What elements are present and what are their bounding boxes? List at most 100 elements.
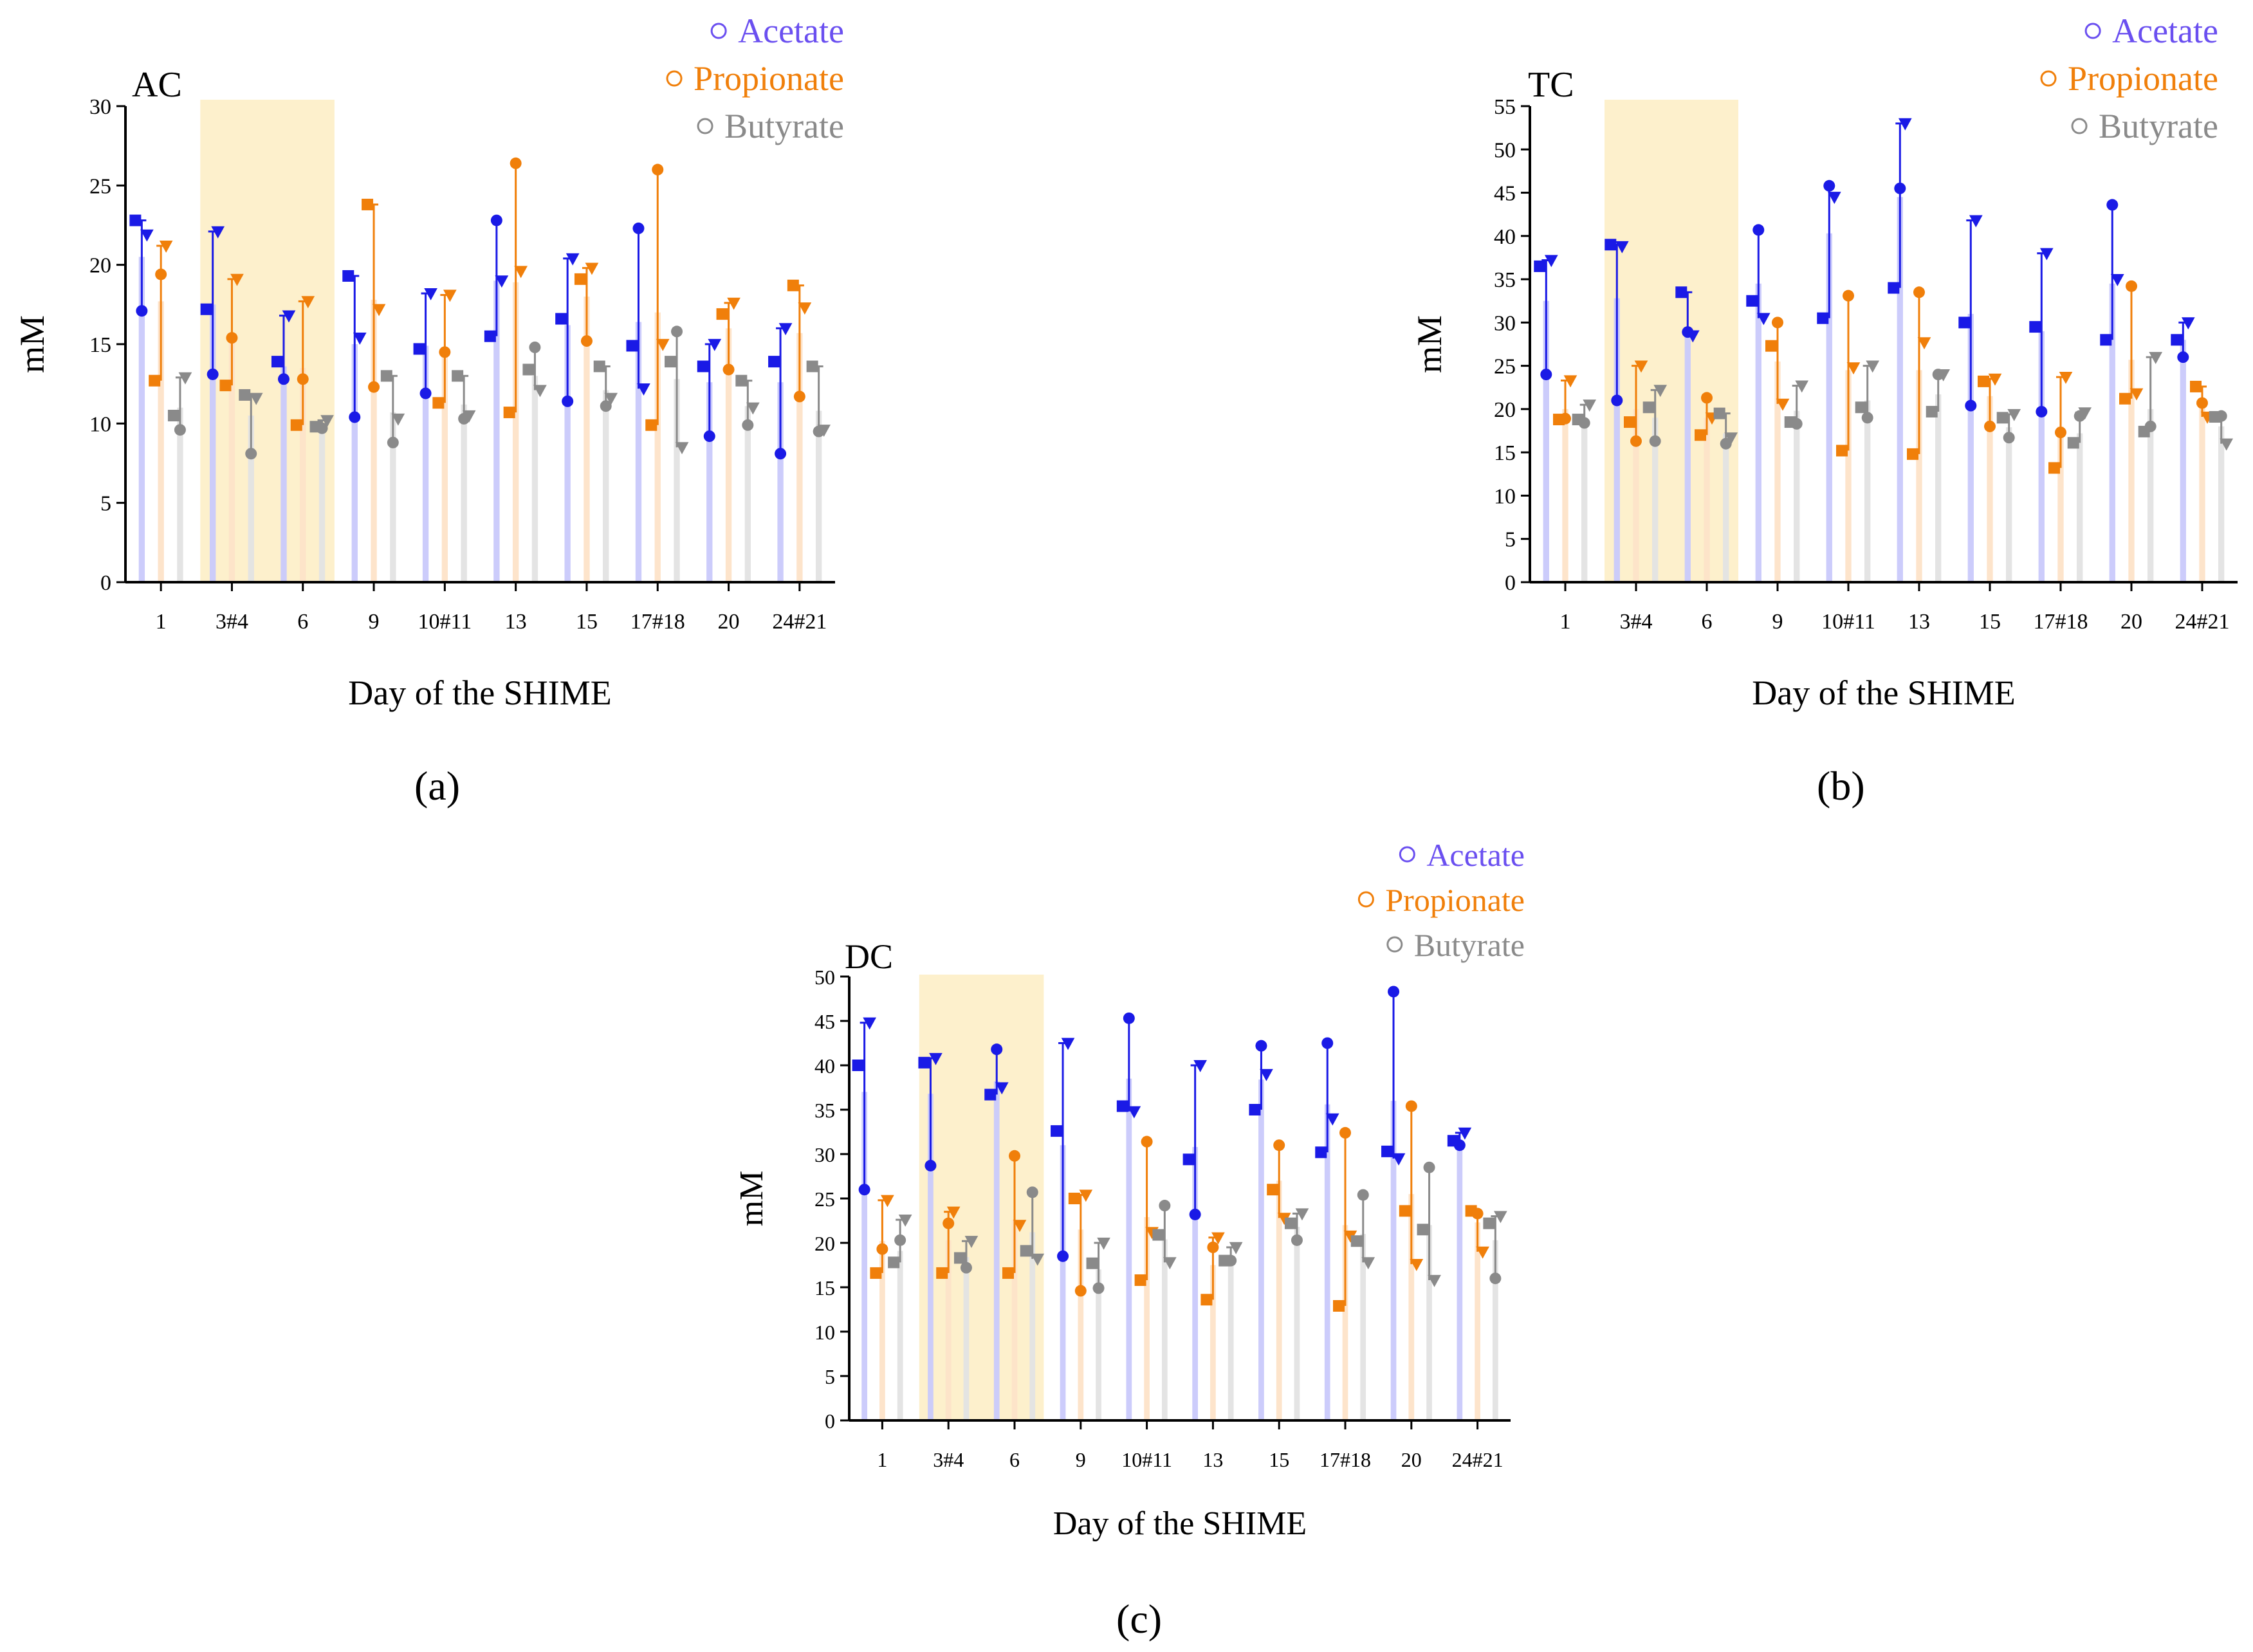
y-tick-label: 30 bbox=[89, 95, 111, 119]
point-propionate bbox=[1634, 360, 1648, 373]
point-butyrate bbox=[1932, 369, 1944, 381]
point-acetate bbox=[1827, 192, 1841, 205]
bar-propionate bbox=[584, 297, 590, 582]
y-tick-label: 40 bbox=[814, 1054, 835, 1078]
point-acetate bbox=[2181, 317, 2195, 330]
point-acetate bbox=[984, 1088, 997, 1101]
point-acetate bbox=[1325, 1113, 1339, 1126]
bar-propionate bbox=[371, 299, 377, 582]
point-propionate bbox=[230, 273, 244, 286]
point-propionate bbox=[301, 296, 315, 309]
point-acetate bbox=[1321, 1037, 1334, 1049]
point-acetate bbox=[1965, 399, 1977, 412]
point-propionate bbox=[1267, 1184, 1279, 1196]
point-propionate bbox=[514, 266, 528, 279]
bar-acetate bbox=[1684, 327, 1691, 582]
point-butyrate bbox=[2220, 438, 2234, 451]
point-propionate bbox=[1984, 420, 1996, 432]
point-butyrate bbox=[2149, 352, 2163, 364]
point-acetate bbox=[991, 1043, 1003, 1056]
point-propionate bbox=[1273, 1139, 1285, 1152]
point-acetate bbox=[852, 1060, 864, 1071]
point-butyrate bbox=[1284, 1217, 1296, 1229]
point-propionate bbox=[1079, 1189, 1093, 1202]
point-acetate bbox=[1061, 1038, 1075, 1051]
x-tick-label: 24#21 bbox=[772, 610, 827, 634]
bar-propionate bbox=[1987, 396, 1993, 582]
point-butyrate bbox=[1483, 1217, 1495, 1229]
bar-acetate bbox=[564, 325, 571, 582]
point-propionate bbox=[1141, 1135, 1153, 1148]
bar-butyrate bbox=[1864, 400, 1871, 582]
bar-butyrate bbox=[674, 379, 680, 582]
point-propionate bbox=[1846, 362, 1861, 375]
point-propionate bbox=[1695, 429, 1706, 441]
point-butyrate bbox=[1649, 435, 1661, 447]
point-acetate bbox=[1388, 986, 1400, 998]
x-tick-label: 3#4 bbox=[933, 1448, 964, 1471]
x-tick-label: 24#21 bbox=[2175, 610, 2230, 634]
x-tick-label: 3#4 bbox=[1620, 610, 1653, 634]
point-butyrate bbox=[174, 424, 186, 436]
point-propionate bbox=[1471, 1207, 1484, 1220]
point-butyrate bbox=[1163, 1257, 1177, 1270]
y-tick-label: 0 bbox=[100, 571, 111, 595]
point-acetate bbox=[2029, 321, 2041, 333]
panel-title: TC bbox=[1528, 65, 1574, 105]
point-propionate bbox=[155, 268, 167, 280]
chart-panel-dc: 0 5 10 15 20 25 30 35 40 45 50 1 3#4 6 9 10#11 13 15 17#18… bbox=[733, 837, 1525, 1542]
point-propionate bbox=[1399, 1205, 1411, 1217]
point-butyrate bbox=[1159, 1200, 1171, 1212]
point-butyrate bbox=[239, 389, 251, 401]
point-acetate bbox=[2100, 334, 2112, 346]
point-butyrate bbox=[1720, 437, 1732, 450]
panel-title: DC bbox=[845, 937, 893, 976]
highlight-band bbox=[200, 100, 335, 582]
y-tick-label: 0 bbox=[1505, 571, 1516, 595]
bar-butyrate bbox=[2077, 433, 2083, 582]
x-tick-label: 15 bbox=[1979, 610, 2001, 634]
point-propionate bbox=[1978, 375, 1989, 387]
point-propionate bbox=[503, 407, 515, 419]
chart-panel-ac: 0 5 10 15 20 25 30 1 3#4 6 9 10#11 13 15 17#18 20 24#21 A… bbox=[13, 12, 844, 712]
point-acetate bbox=[1898, 118, 1912, 131]
point-propionate bbox=[645, 419, 658, 431]
bar-acetate bbox=[1755, 283, 1761, 582]
x-axis-label: Day of the SHIME bbox=[348, 674, 611, 712]
y-tick-label: 45 bbox=[814, 1010, 835, 1033]
point-butyrate bbox=[458, 412, 470, 425]
x-tick-label: 17#18 bbox=[2034, 610, 2088, 634]
point-butyrate bbox=[813, 425, 825, 437]
point-butyrate bbox=[1291, 1234, 1303, 1246]
point-propionate bbox=[2126, 280, 2137, 292]
legend-marker-butyrate bbox=[2071, 118, 2088, 134]
bar-acetate bbox=[777, 382, 784, 582]
point-propionate bbox=[656, 338, 670, 351]
point-acetate bbox=[1534, 260, 1546, 272]
point-butyrate bbox=[1417, 1224, 1429, 1236]
bar-acetate bbox=[1258, 1079, 1264, 1420]
bar-propionate bbox=[1633, 408, 1639, 582]
chart-panel-tc: 0 5 10 15 20 25 30 35 40 45 50 55 1 3#4 6 9 10#11 13 15 17#… bbox=[1410, 12, 2238, 712]
bar-acetate bbox=[1126, 1078, 1132, 1420]
point-butyrate bbox=[1795, 380, 1809, 393]
point-acetate bbox=[271, 356, 283, 368]
x-axis-label: Day of the SHIME bbox=[1053, 1505, 1307, 1542]
point-propionate bbox=[1410, 1259, 1424, 1271]
point-butyrate bbox=[1866, 360, 1880, 373]
bar-butyrate bbox=[1228, 1257, 1234, 1420]
bar-propionate bbox=[1562, 408, 1568, 582]
point-propionate bbox=[2059, 372, 2073, 384]
point-acetate bbox=[1116, 1100, 1128, 1112]
point-acetate bbox=[424, 288, 437, 300]
y-tick-label: 30 bbox=[814, 1143, 835, 1166]
legend-label-butyrate: Butyrate bbox=[724, 107, 844, 145]
point-acetate bbox=[277, 373, 290, 385]
point-propionate bbox=[1207, 1241, 1219, 1253]
point-butyrate bbox=[1026, 1186, 1038, 1198]
point-butyrate bbox=[1855, 401, 1867, 414]
point-acetate bbox=[211, 226, 225, 239]
point-butyrate bbox=[1790, 418, 1803, 430]
bar-propionate bbox=[1408, 1194, 1415, 1420]
y-tick-label: 30 bbox=[1494, 311, 1516, 335]
